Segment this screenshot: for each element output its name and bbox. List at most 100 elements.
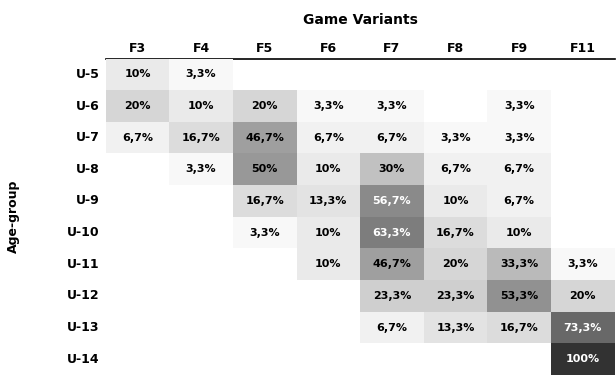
Text: F9: F9 xyxy=(511,42,528,55)
Text: 16,7%: 16,7% xyxy=(182,133,221,143)
Text: 10%: 10% xyxy=(188,101,214,111)
Text: 13,3%: 13,3% xyxy=(436,323,475,333)
Text: 20%: 20% xyxy=(442,259,469,269)
Text: U-10: U-10 xyxy=(67,226,100,239)
Text: F4: F4 xyxy=(192,42,209,55)
Text: F11: F11 xyxy=(570,42,596,55)
Text: 3,3%: 3,3% xyxy=(440,133,471,143)
Text: 6,7%: 6,7% xyxy=(504,196,535,206)
Text: 3,3%: 3,3% xyxy=(186,70,216,79)
Text: 6,7%: 6,7% xyxy=(504,164,535,174)
Text: 6,7%: 6,7% xyxy=(376,133,407,143)
Text: 46,7%: 46,7% xyxy=(373,259,411,269)
Bar xyxy=(233,217,296,248)
Bar xyxy=(551,280,615,312)
Text: U-6: U-6 xyxy=(76,99,100,113)
Text: 10%: 10% xyxy=(315,259,341,269)
Bar xyxy=(360,122,424,154)
Bar xyxy=(424,185,487,217)
Text: 33,3%: 33,3% xyxy=(500,259,538,269)
Bar xyxy=(296,154,360,185)
Bar xyxy=(487,154,551,185)
Text: Age-group: Age-group xyxy=(7,180,20,253)
Text: F6: F6 xyxy=(320,42,337,55)
Bar xyxy=(487,217,551,248)
Bar xyxy=(487,185,551,217)
Bar xyxy=(424,217,487,248)
Text: 10%: 10% xyxy=(124,70,151,79)
Bar xyxy=(360,217,424,248)
Text: 3,3%: 3,3% xyxy=(567,259,598,269)
Text: 6,7%: 6,7% xyxy=(122,133,153,143)
Text: 20%: 20% xyxy=(251,101,278,111)
Bar xyxy=(233,122,296,154)
Text: 3,3%: 3,3% xyxy=(504,133,535,143)
Text: 100%: 100% xyxy=(565,354,600,364)
Bar xyxy=(360,185,424,217)
Text: 63,3%: 63,3% xyxy=(373,228,411,238)
Bar xyxy=(360,312,424,343)
Text: 30%: 30% xyxy=(379,164,405,174)
Bar xyxy=(360,248,424,280)
Text: 10%: 10% xyxy=(506,228,532,238)
Text: 3,3%: 3,3% xyxy=(249,228,280,238)
Bar xyxy=(296,185,360,217)
Text: 6,7%: 6,7% xyxy=(440,164,471,174)
Text: 6,7%: 6,7% xyxy=(313,133,344,143)
Text: 46,7%: 46,7% xyxy=(245,133,284,143)
Bar xyxy=(487,280,551,312)
Bar xyxy=(169,122,233,154)
Text: F7: F7 xyxy=(383,42,400,55)
Text: 20%: 20% xyxy=(124,101,151,111)
Bar xyxy=(424,122,487,154)
Text: 3,3%: 3,3% xyxy=(504,101,535,111)
Text: 10%: 10% xyxy=(315,228,341,238)
Text: U-8: U-8 xyxy=(76,163,100,176)
Bar xyxy=(105,59,169,90)
Bar xyxy=(296,248,360,280)
Text: Game Variants: Game Variants xyxy=(302,13,418,27)
Text: 23,3%: 23,3% xyxy=(436,291,475,301)
Bar xyxy=(424,248,487,280)
Bar xyxy=(424,280,487,312)
Bar xyxy=(360,280,424,312)
Text: U-7: U-7 xyxy=(76,131,100,144)
Bar xyxy=(296,217,360,248)
Text: 20%: 20% xyxy=(570,291,596,301)
Bar xyxy=(296,122,360,154)
Bar xyxy=(551,343,615,375)
Bar xyxy=(487,122,551,154)
Text: 16,7%: 16,7% xyxy=(436,228,475,238)
Text: 13,3%: 13,3% xyxy=(309,196,347,206)
Bar xyxy=(551,312,615,343)
Text: 73,3%: 73,3% xyxy=(564,323,602,333)
Bar xyxy=(360,154,424,185)
Text: 10%: 10% xyxy=(442,196,469,206)
Text: 16,7%: 16,7% xyxy=(245,196,284,206)
Text: U-12: U-12 xyxy=(67,290,100,302)
Text: U-13: U-13 xyxy=(67,321,100,334)
Text: 3,3%: 3,3% xyxy=(376,101,407,111)
Bar xyxy=(105,122,169,154)
Text: F8: F8 xyxy=(447,42,464,55)
Text: U-11: U-11 xyxy=(67,258,100,271)
Text: 53,3%: 53,3% xyxy=(500,291,538,301)
Text: U-14: U-14 xyxy=(67,353,100,366)
Bar xyxy=(233,154,296,185)
Bar xyxy=(169,59,233,90)
Text: 3,3%: 3,3% xyxy=(186,164,216,174)
Bar xyxy=(551,248,615,280)
Text: 16,7%: 16,7% xyxy=(500,323,538,333)
Bar xyxy=(105,90,169,122)
Bar xyxy=(487,248,551,280)
Text: 50%: 50% xyxy=(251,164,278,174)
Bar xyxy=(487,90,551,122)
Text: F3: F3 xyxy=(129,42,146,55)
Text: 23,3%: 23,3% xyxy=(373,291,411,301)
Text: 56,7%: 56,7% xyxy=(373,196,411,206)
Bar xyxy=(233,185,296,217)
Bar xyxy=(296,90,360,122)
Bar xyxy=(424,312,487,343)
Bar xyxy=(360,90,424,122)
Text: 10%: 10% xyxy=(315,164,341,174)
